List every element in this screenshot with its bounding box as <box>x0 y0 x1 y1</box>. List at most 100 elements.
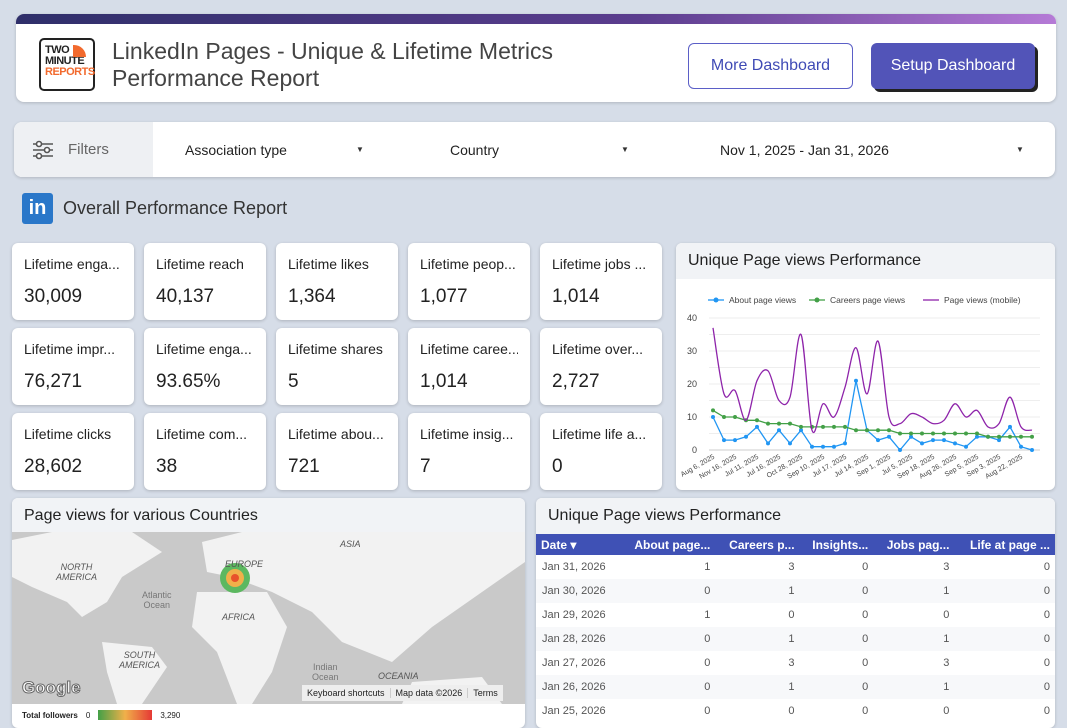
map-label-indian: Indian Ocean <box>312 662 339 682</box>
table-cell: 0 <box>619 699 715 723</box>
kpi-label: Lifetime shares <box>288 341 386 357</box>
table-row: Jan 31, 202613030 <box>536 555 1055 579</box>
kpi-card: Lifetime clicks28,602 <box>12 413 134 490</box>
geo-map[interactable]: ASIA EUROPE NORTH AMERICA AFRICA SOUTH A… <box>12 532 525 704</box>
kpi-card: Lifetime abou...721 <box>276 413 398 490</box>
setup-dashboard-button[interactable]: Setup Dashboard <box>871 43 1035 89</box>
map-label-south-america: SOUTH AMERICA <box>119 650 160 670</box>
table-cell: 0 <box>800 555 874 579</box>
terms-link[interactable]: Terms <box>467 688 503 698</box>
keyboard-shortcuts-link[interactable]: Keyboard shortcuts <box>302 688 390 698</box>
y-tick-label: 10 <box>687 412 697 422</box>
map-label-oceania: OCEANIA <box>378 671 419 681</box>
kpi-label: Lifetime caree... <box>420 341 518 357</box>
google-logo: Google <box>22 678 81 698</box>
data-point <box>854 428 858 432</box>
table-title: Unique Page views Performance <box>536 498 1055 534</box>
data-point <box>843 425 847 429</box>
kpi-label: Lifetime insig... <box>420 426 518 442</box>
caret-down-icon: ▼ <box>1016 145 1024 154</box>
table-cell: 3 <box>873 651 954 675</box>
table-cell: Jan 27, 2026 <box>536 651 619 675</box>
date-column-header[interactable]: Date ▾ <box>536 534 619 555</box>
data-point <box>1019 435 1023 439</box>
page-title: LinkedIn Pages - Unique & Lifetime Metri… <box>112 38 553 92</box>
data-point <box>975 432 979 436</box>
kpi-value: 76,271 <box>24 371 122 393</box>
data-point <box>788 422 792 426</box>
column-header[interactable]: Careers p... <box>715 534 799 555</box>
kpi-label: Lifetime likes <box>288 256 386 272</box>
column-header[interactable]: About page... <box>619 534 715 555</box>
data-point <box>876 428 880 432</box>
data-point <box>711 415 715 419</box>
data-point <box>788 441 792 445</box>
legend-min: 0 <box>86 711 90 720</box>
data-point <box>799 425 803 429</box>
kpi-card: Lifetime jobs ... 1,014 <box>540 243 662 320</box>
column-header[interactable]: Life at page ... <box>954 534 1055 555</box>
column-header[interactable]: Jobs pag... <box>873 534 954 555</box>
map-label-north-america: NORTH AMERICA <box>56 562 97 582</box>
association-type-dropdown[interactable]: Association type▼ <box>185 122 365 177</box>
table-cell: Jan 31, 2026 <box>536 555 619 579</box>
data-point <box>744 435 748 439</box>
table-row: Jan 30, 202601010 <box>536 579 1055 603</box>
map-label-africa: AFRICA <box>222 612 255 622</box>
legend-max: 3,290 <box>160 711 180 720</box>
kpi-card: Lifetime insig...7 <box>408 413 530 490</box>
column-header[interactable]: Insights... <box>800 534 874 555</box>
data-point <box>843 441 847 445</box>
table-cell: 0 <box>800 699 874 723</box>
kpi-value: 1,014 <box>552 286 650 308</box>
chart-title: Unique Page views Performance <box>676 243 1055 279</box>
data-point <box>766 441 770 445</box>
date-range-picker[interactable]: Nov 1, 2025 - Jan 31, 2026 ▼ <box>720 122 1025 177</box>
country-dropdown[interactable]: Country▼ <box>450 122 630 177</box>
table-row: Jan 26, 202601010 <box>536 675 1055 699</box>
page-views-table: Date ▾About page...Careers p...Insights.… <box>536 534 1055 723</box>
kpi-value: 1,077 <box>420 286 518 308</box>
kpi-card: Lifetime life a...0 <box>540 413 662 490</box>
table-cell: 0 <box>800 651 874 675</box>
more-dashboard-button[interactable]: More Dashboard <box>688 43 853 89</box>
table-row: Jan 28, 202601010 <box>536 627 1055 651</box>
unique-page-views-chart-card: Unique Page views Performance 010203040A… <box>676 243 1055 490</box>
data-point <box>964 432 968 436</box>
kpi-label: Lifetime over... <box>552 341 650 357</box>
kpi-card: Lifetime impr...76,271 <box>12 328 134 405</box>
kpi-label: Lifetime com... <box>156 426 254 442</box>
data-point <box>986 435 990 439</box>
kpi-card: Lifetime reach40,137 <box>144 243 266 320</box>
y-tick-label: 30 <box>687 346 697 356</box>
kpi-card: Lifetime shares 5 <box>276 328 398 405</box>
data-point <box>711 408 715 412</box>
section-header: in Overall Performance Report <box>22 193 287 224</box>
filters-button[interactable]: Filters <box>14 122 153 177</box>
data-point <box>1030 448 1034 452</box>
date-range-label: Nov 1, 2025 - Jan 31, 2026 <box>720 142 889 158</box>
data-point <box>876 438 880 442</box>
data-point <box>920 432 924 436</box>
data-point <box>722 415 726 419</box>
table-cell: 0 <box>619 651 715 675</box>
kpi-value: 0 <box>552 456 650 478</box>
legend-label: Page views (mobile) <box>944 295 1021 305</box>
map-label-europe: EUROPE <box>225 559 263 569</box>
data-point <box>832 445 836 449</box>
kpi-label: Lifetime jobs ... <box>552 256 650 272</box>
table-cell: 0 <box>954 699 1055 723</box>
data-point <box>953 432 957 436</box>
kpi-card: Lifetime over...2,727 <box>540 328 662 405</box>
kpi-card: Lifetime caree...1,014 <box>408 328 530 405</box>
data-point <box>777 422 781 426</box>
kpi-label: Lifetime reach <box>156 256 254 272</box>
kpi-value: 5 <box>288 371 386 393</box>
kpi-label: Lifetime enga... <box>24 256 122 272</box>
legend-marker <box>714 298 719 303</box>
header-accent-bar <box>16 14 1056 24</box>
table-cell: 0 <box>715 699 799 723</box>
data-point <box>953 441 957 445</box>
map-attribution: Keyboard shortcuts Map data ©2026 Terms <box>302 685 503 701</box>
table-cell: 1 <box>715 579 799 603</box>
